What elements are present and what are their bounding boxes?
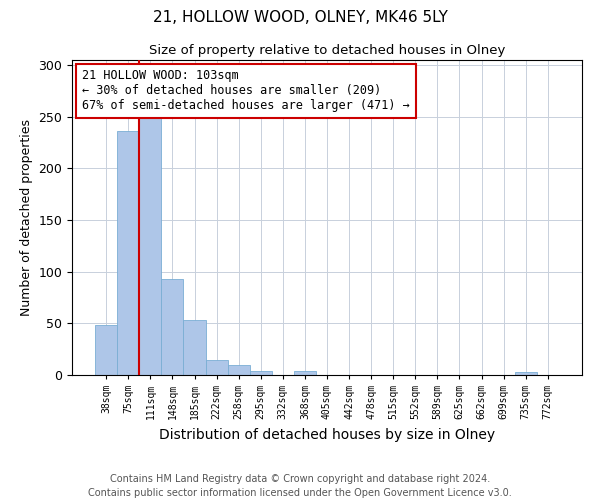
Bar	[515, 372, 537, 375]
X-axis label: Distribution of detached houses by size in Olney: Distribution of detached houses by size …	[159, 428, 495, 442]
Bar	[206, 360, 227, 375]
Bar	[139, 117, 161, 375]
Bar	[117, 132, 139, 375]
Y-axis label: Number of detached properties: Number of detached properties	[20, 119, 33, 316]
Text: 21 HOLLOW WOOD: 103sqm
← 30% of detached houses are smaller (209)
67% of semi-de: 21 HOLLOW WOOD: 103sqm ← 30% of detached…	[82, 70, 410, 112]
Text: Contains HM Land Registry data © Crown copyright and database right 2024.
Contai: Contains HM Land Registry data © Crown c…	[88, 474, 512, 498]
Bar	[250, 371, 272, 375]
Bar	[227, 364, 250, 375]
Title: Size of property relative to detached houses in Olney: Size of property relative to detached ho…	[149, 44, 505, 58]
Bar	[184, 320, 206, 375]
Bar	[294, 371, 316, 375]
Bar	[95, 326, 117, 375]
Bar	[161, 279, 184, 375]
Text: 21, HOLLOW WOOD, OLNEY, MK46 5LY: 21, HOLLOW WOOD, OLNEY, MK46 5LY	[152, 10, 448, 25]
